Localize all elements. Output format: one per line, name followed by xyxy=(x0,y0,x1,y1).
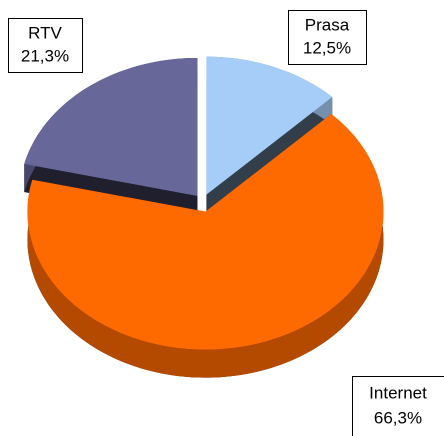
label-box xyxy=(352,376,444,436)
value-label: 12,5% xyxy=(303,38,351,57)
slice xyxy=(27,114,384,350)
value-label: 21,3% xyxy=(21,46,69,65)
label-box xyxy=(288,10,367,65)
category-label: Internet xyxy=(369,383,427,402)
slice xyxy=(24,57,198,196)
value-label: 66,3% xyxy=(374,409,422,428)
category-label: Prasa xyxy=(305,16,350,35)
label-box xyxy=(8,18,83,73)
category-label: RTV xyxy=(28,24,62,43)
slice xyxy=(27,114,384,378)
slice xyxy=(206,56,333,195)
